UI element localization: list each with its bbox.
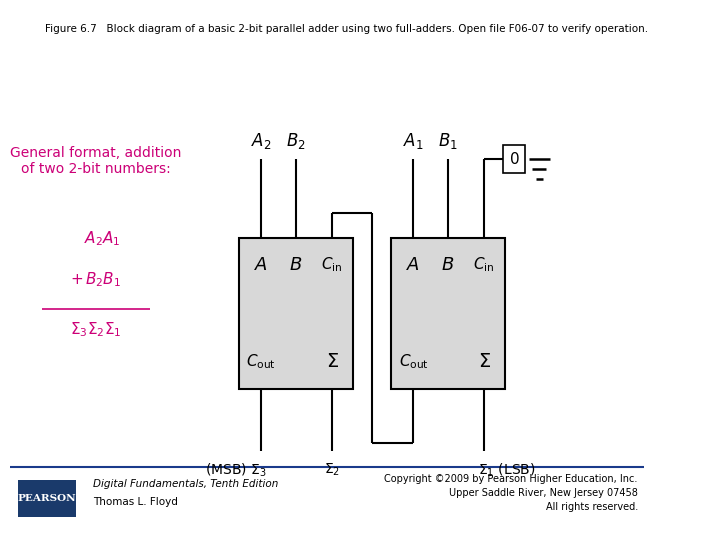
Text: $C_{\rm out}$: $C_{\rm out}$ <box>398 352 428 371</box>
Text: $\Sigma_3\Sigma_2\Sigma_1$: $\Sigma_3\Sigma_2\Sigma_1$ <box>70 320 122 339</box>
Text: $A_1$: $A_1$ <box>403 131 424 151</box>
Text: Upper Saddle River, New Jersey 07458: Upper Saddle River, New Jersey 07458 <box>449 488 638 498</box>
Bar <box>238 238 353 389</box>
Text: $A$: $A$ <box>254 256 269 274</box>
Text: PEARSON: PEARSON <box>18 494 76 503</box>
Text: $A_2A_1$: $A_2A_1$ <box>84 230 120 248</box>
Text: $A_2$: $A_2$ <box>251 131 271 151</box>
Text: All rights reserved.: All rights reserved. <box>546 502 638 512</box>
Text: $\Sigma_1$ (LSB): $\Sigma_1$ (LSB) <box>477 462 535 479</box>
Bar <box>18 480 76 517</box>
Bar <box>391 238 505 389</box>
Text: Digital Fundamentals, Tenth Edition: Digital Fundamentals, Tenth Edition <box>93 479 278 489</box>
Text: $C_{\rm in}$: $C_{\rm in}$ <box>474 255 495 274</box>
Text: $\Sigma_2$: $\Sigma_2$ <box>324 462 340 478</box>
Text: $\Sigma$: $\Sigma$ <box>477 352 491 371</box>
Bar <box>503 145 526 173</box>
Text: Copyright ©2009 by Pearson Higher Education, Inc.: Copyright ©2009 by Pearson Higher Educat… <box>384 474 638 484</box>
Text: $B_2$: $B_2$ <box>286 131 305 151</box>
Text: Thomas L. Floyd: Thomas L. Floyd <box>93 497 178 507</box>
Text: $B$: $B$ <box>441 256 454 274</box>
Text: $C_{\rm in}$: $C_{\rm in}$ <box>321 255 343 274</box>
Text: 0: 0 <box>510 152 519 167</box>
Text: $+\, B_2B_1$: $+\, B_2B_1$ <box>71 270 122 289</box>
Text: Figure 6.7   Block diagram of a basic 2-bit parallel adder using two full-adders: Figure 6.7 Block diagram of a basic 2-bi… <box>45 24 648 35</box>
Text: $\Sigma$: $\Sigma$ <box>325 352 338 371</box>
Text: $B_1$: $B_1$ <box>438 131 458 151</box>
Text: General format, addition
of two 2-bit numbers:: General format, addition of two 2-bit nu… <box>10 146 181 176</box>
Text: $B$: $B$ <box>289 256 302 274</box>
Text: $C_{\rm out}$: $C_{\rm out}$ <box>246 352 276 371</box>
Text: (MSB) $\Sigma_3$: (MSB) $\Sigma_3$ <box>205 462 267 479</box>
Text: $A$: $A$ <box>407 256 420 274</box>
